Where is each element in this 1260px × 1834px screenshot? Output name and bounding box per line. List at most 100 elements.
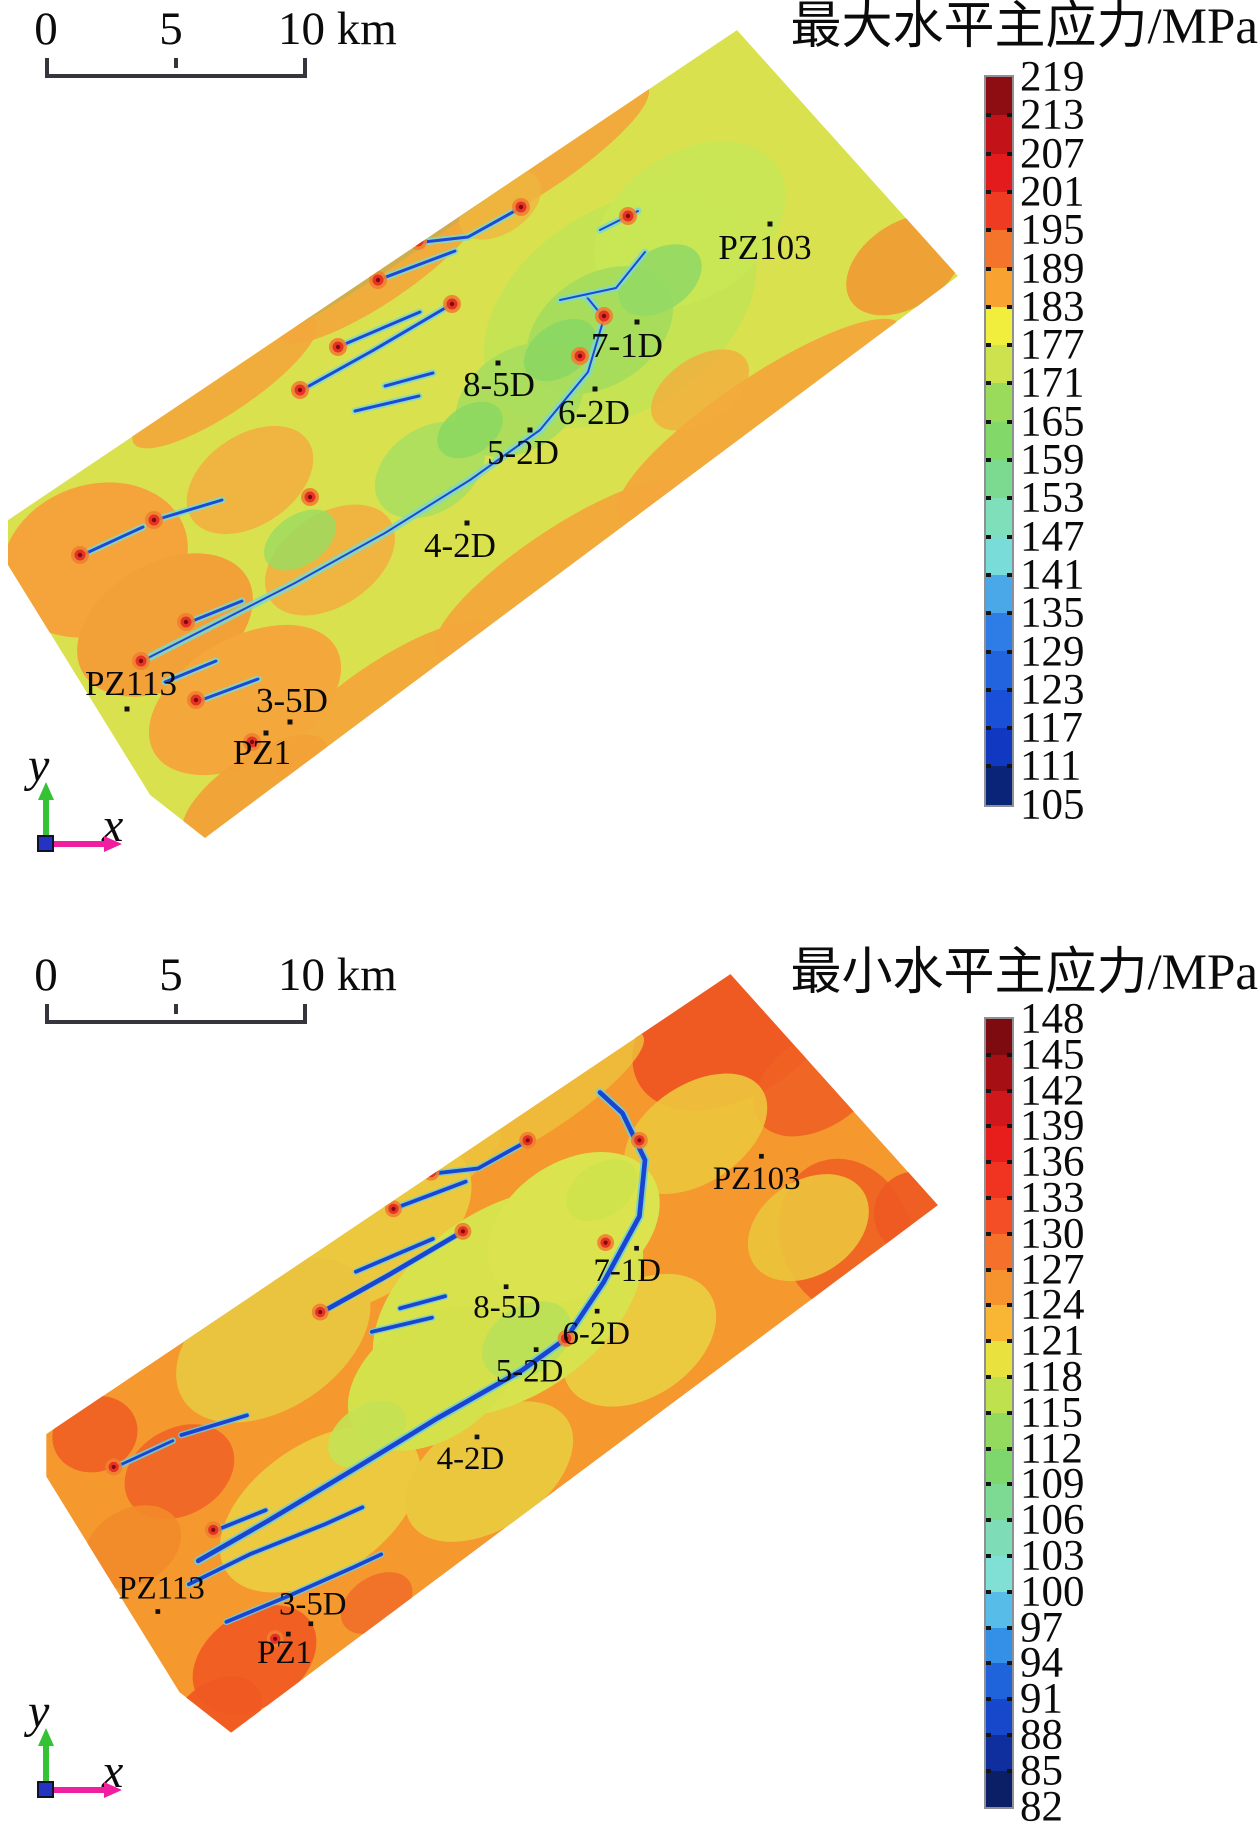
colorbar-tick-label: 219 <box>1020 53 1085 101</box>
colorbar-segment <box>986 689 1012 729</box>
well-label-6-2D: 6-2D <box>558 393 630 432</box>
colorbar-tick-label: 165 <box>1020 398 1085 446</box>
well-dot-6-2D <box>594 1308 600 1314</box>
well-dot-4-2D <box>464 520 470 526</box>
colorbar-tick-label: 201 <box>1020 168 1085 216</box>
colorbar-bar <box>984 75 1014 807</box>
colorbar-tick <box>986 572 991 577</box>
colorbar-tick <box>986 764 991 769</box>
well-label-8-5D: 8-5D <box>473 1290 540 1326</box>
colorbar-segment <box>986 1162 1012 1198</box>
colorbar-tick <box>986 1124 991 1129</box>
colorbar-tick <box>986 381 991 386</box>
colorbar-tick <box>986 687 991 692</box>
axes-icon: y x <box>0 1686 190 1816</box>
colorbar-segment <box>986 1520 1012 1556</box>
colorbar-segment <box>986 268 1012 307</box>
colorbar-tick-label: 153 <box>1020 474 1085 522</box>
colorbar-tick <box>1007 1482 1012 1487</box>
colorbar-tick <box>986 1554 991 1558</box>
colorbar-segment <box>986 191 1012 231</box>
colorbar-tick <box>1007 496 1012 501</box>
colorbar-tick-label: 97 <box>1020 1604 1063 1652</box>
colorbar-tick <box>1007 1768 1012 1773</box>
colorbar-tick-label: 189 <box>1020 245 1085 292</box>
colorbar-tick <box>986 1088 991 1093</box>
panel-title-max: 最大水平主应力/MPa <box>790 0 1258 55</box>
well-dot-PZ113 <box>155 1609 161 1614</box>
colorbar-tick <box>986 496 991 501</box>
colorbar-bar <box>984 1017 1014 1809</box>
colorbar-tick <box>1007 1267 1012 1272</box>
scalebar-label-5: 5 <box>159 3 183 55</box>
colorbar-tick <box>1007 343 1012 348</box>
colorbar-tick <box>1007 764 1012 769</box>
colorbar-tick <box>986 1446 991 1451</box>
scalebar-ruler <box>45 58 307 78</box>
colorbar-segment <box>986 230 1012 269</box>
colorbar-segment <box>986 613 1012 652</box>
colorbar-tick <box>1007 189 1012 194</box>
well-label-7-1D: 7-1D <box>591 326 663 365</box>
well-dot-PZ1 <box>263 730 269 736</box>
colorbar-segment <box>986 306 1012 346</box>
colorbar-tick-label: 142 <box>1020 1067 1085 1115</box>
colorbar-tick <box>1007 1088 1012 1093</box>
panel-title-min: 最小水平主应力/MPa <box>790 945 1258 1001</box>
colorbar-tick-label: 109 <box>1020 1460 1085 1508</box>
colorbar-tick <box>1007 611 1012 616</box>
scalebar: 0 5 10 km <box>0 952 420 1042</box>
colorbar-tick-label: 207 <box>1020 130 1085 178</box>
colorbar-tick <box>1007 1554 1012 1558</box>
colorbar-tick <box>986 534 991 539</box>
colorbar-segment <box>986 77 1012 116</box>
colorbar-tick-label: 103 <box>1020 1532 1085 1580</box>
colorbar-segment <box>986 1376 1012 1413</box>
well-dot-PZ113 <box>124 706 130 712</box>
colorbar-tick <box>1007 228 1012 233</box>
colorbar-segment <box>986 536 1012 575</box>
colorbar-tick-label: 94 <box>1020 1639 1063 1687</box>
colorbar-segment <box>986 1663 1012 1700</box>
colorbar-segment <box>986 574 1012 614</box>
colorbar-tick <box>1007 458 1012 462</box>
colorbar-tick <box>1007 381 1012 386</box>
colorbar-tick <box>1007 151 1012 156</box>
colorbar-segment <box>986 1233 1012 1270</box>
well-label-PZ113: PZ113 <box>85 664 177 703</box>
colorbar-tick <box>1007 572 1012 577</box>
colorbar-tick-label: 124 <box>1020 1281 1085 1329</box>
colorbar-tick <box>1007 1625 1012 1630</box>
panel-max-stress: 最大水平主应力/MPa 0 5 10 km PZ103 7-1D 8-5D 6-2D 5… <box>8 0 1258 852</box>
scalebar-midtick <box>174 1004 178 1014</box>
scalebar-ruler <box>45 1004 307 1024</box>
scalebar-label-0: 0 <box>34 3 58 55</box>
well-label-6-2D: 6-2D <box>562 1316 630 1352</box>
colorbar-tick <box>986 1768 991 1773</box>
scalebar-label-5: 5 <box>159 949 183 1001</box>
colorbar-tick <box>986 1303 991 1308</box>
colorbar-segment <box>986 1555 1012 1592</box>
colorbar-segment <box>986 766 1012 805</box>
axes-arrows-icon <box>37 782 122 852</box>
colorbar-tick-label: 121 <box>1020 1317 1085 1365</box>
colorbar-tick <box>986 151 991 156</box>
well-label-PZ1: PZ1 <box>257 1635 312 1671</box>
colorbar-tick <box>1007 534 1012 539</box>
colorbar-tick <box>986 1482 991 1487</box>
colorbar-tick-label: 111 <box>1020 742 1082 790</box>
colorbar-tick <box>1007 687 1012 692</box>
scalebar-label-0: 0 <box>34 949 58 1001</box>
colorbar-tick <box>1007 113 1012 118</box>
colorbar-segment <box>986 1627 1012 1664</box>
colorbar-segment <box>986 1090 1012 1127</box>
colorbar-tick <box>986 1375 991 1379</box>
colorbar-tick <box>986 1661 991 1666</box>
colorbar-segment <box>986 1770 1012 1807</box>
well-label-7-1D: 7-1D <box>593 1253 661 1289</box>
colorbar-tick <box>986 189 991 194</box>
colorbar-segment <box>986 345 1012 384</box>
colorbar-tick-label: 145 <box>1020 1031 1085 1079</box>
colorbar-segment <box>986 1699 1012 1735</box>
well-dot-7-1D <box>634 1245 639 1251</box>
